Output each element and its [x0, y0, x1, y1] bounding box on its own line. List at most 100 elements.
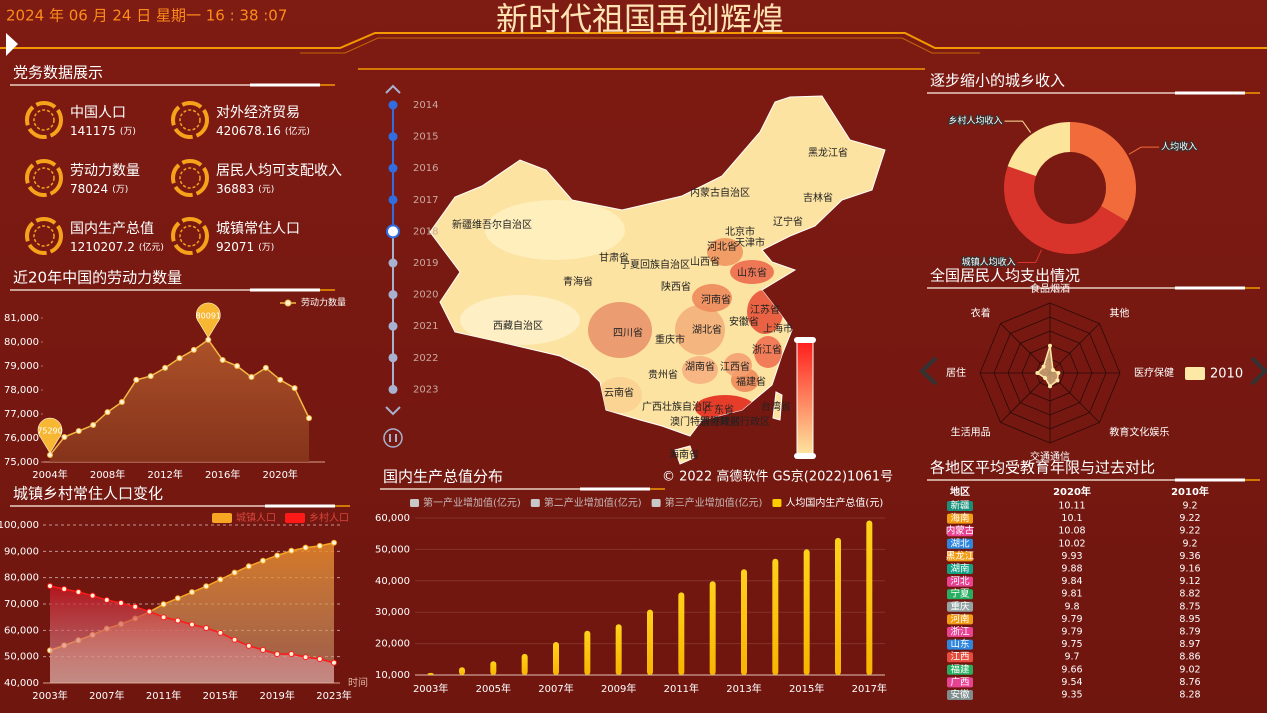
- legend-swatch[interactable]: [410, 499, 419, 507]
- legend-swatch[interactable]: [212, 513, 232, 523]
- x-tick-label: 2008年: [90, 468, 125, 481]
- map-region-label: 宁夏回族自治区: [620, 258, 690, 271]
- map-region-shade: [692, 284, 732, 312]
- pie-slice[interactable]: [1070, 122, 1136, 222]
- kpi-label: 中国人口: [70, 105, 126, 121]
- timeline-dot[interactable]: [388, 384, 398, 394]
- y-tick-label: 80,000: [4, 573, 39, 584]
- kpi-icon-ring: [25, 217, 63, 255]
- table-cell: 9.02: [1179, 664, 1200, 675]
- point: [90, 422, 97, 429]
- legend-swatch[interactable]: [530, 499, 540, 507]
- timeline-dot[interactable]: [388, 258, 398, 268]
- pie-slice[interactable]: [1007, 122, 1070, 177]
- point: [61, 585, 68, 592]
- extreme-label: 80091: [196, 311, 221, 320]
- region-name: 宁夏: [950, 588, 970, 600]
- radar-indicator: 生活用品: [951, 425, 991, 438]
- region-badge: [947, 652, 973, 663]
- legend-label[interactable]: 第二产业增加值(亿元): [544, 496, 642, 509]
- point: [118, 599, 124, 606]
- x-tick-label: 2007年: [89, 689, 124, 702]
- point: [234, 363, 241, 369]
- legend-label[interactable]: 第一产业增加值(亿元): [423, 496, 521, 509]
- x-tick-label: 2015年: [789, 682, 824, 695]
- kpi-label: 城镇常住人口: [216, 221, 300, 237]
- point: [104, 409, 111, 416]
- legend-swatch[interactable]: [651, 499, 661, 507]
- radar-point: [1041, 364, 1046, 369]
- region-badge: [947, 677, 973, 688]
- timeline-pause-icon[interactable]: [389, 434, 397, 442]
- x-axis-name: 时间: [348, 676, 368, 689]
- timeline-prev[interactable]: [385, 84, 401, 94]
- map-region-label: 香港特别行政区: [700, 415, 770, 428]
- point: [306, 415, 312, 422]
- map-region-label: 陕西省: [661, 280, 691, 293]
- legend-dot[interactable]: [284, 299, 292, 307]
- x-tick-label: 2011年: [146, 689, 181, 702]
- timeline-dot[interactable]: [386, 224, 400, 239]
- visual-map-handle[interactable]: [794, 337, 816, 343]
- visual-map-handle[interactable]: [794, 453, 816, 459]
- table-cell: 9.2: [1182, 501, 1197, 512]
- carousel-next[interactable]: [1250, 356, 1267, 386]
- y-tick-label: 79,000: [4, 361, 39, 372]
- region-badge: [947, 589, 973, 600]
- legend-swatch[interactable]: [285, 513, 305, 523]
- point: [146, 608, 153, 615]
- pie-leader: [1017, 249, 1042, 263]
- legend-label[interactable]: 2010: [1210, 367, 1243, 382]
- point: [302, 654, 309, 661]
- region-badge: [947, 614, 973, 625]
- timeline-dot[interactable]: [388, 100, 398, 110]
- x-tick-label: 2020年: [262, 468, 297, 481]
- legend-swatch[interactable]: [1185, 367, 1205, 380]
- point: [316, 542, 323, 549]
- point: [288, 547, 295, 554]
- x-tick-label: 2007年: [538, 682, 573, 695]
- bar: [615, 624, 622, 675]
- legend-label[interactable]: 人均国内生产总值(元): [785, 496, 883, 509]
- map-region-label: 湖北省: [692, 323, 722, 336]
- legend-label[interactable]: 第三产业增加值(亿元): [665, 496, 763, 509]
- bar: [647, 609, 653, 675]
- table-header: 2010年: [1171, 485, 1209, 498]
- radar-indicator: 医疗保健: [1134, 366, 1174, 379]
- timeline-dot[interactable]: [388, 321, 398, 331]
- legend-swatch[interactable]: [772, 499, 782, 507]
- kpi-value: 141175 (万): [70, 124, 136, 138]
- timeline-dot[interactable]: [388, 163, 398, 173]
- kpi-number: 36883: [216, 182, 254, 196]
- kpi-icon-ring: [171, 217, 209, 255]
- menu-arrow[interactable]: [6, 33, 18, 56]
- region-badge: [947, 627, 973, 637]
- section-title: 城镇乡村常住人口变化: [13, 485, 163, 503]
- table-cell: 9.75: [1061, 639, 1082, 650]
- map-region-label: 北京市: [725, 225, 755, 238]
- pie-label: 城镇人均收入: [962, 256, 1016, 268]
- carousel-prev[interactable]: [919, 356, 938, 386]
- legend-label[interactable]: 劳动力数量: [301, 297, 346, 309]
- region-name: 海南: [950, 512, 969, 524]
- timeline-dot[interactable]: [388, 195, 398, 205]
- region-badge: [947, 664, 973, 675]
- legend-label[interactable]: 乡村人口: [309, 511, 349, 524]
- timeline-next[interactable]: [385, 406, 401, 416]
- map-region-label: 天津市: [735, 236, 765, 249]
- timeline-dot[interactable]: [388, 353, 398, 363]
- radar-point: [1043, 375, 1048, 380]
- bar: [803, 549, 810, 675]
- kpi-unit: (万): [258, 243, 274, 253]
- map-region-label: 新疆维吾尔自治区: [452, 218, 532, 231]
- legend-label[interactable]: 城镇人口: [236, 511, 276, 524]
- timeline-play[interactable]: [383, 428, 403, 448]
- radar-indicator: 食品烟酒: [1030, 282, 1070, 295]
- kpi-icon-core: [179, 109, 201, 131]
- timeline-dot[interactable]: [388, 290, 398, 300]
- pie-slice[interactable]: [1003, 166, 1127, 255]
- timeline-dot[interactable]: [388, 132, 398, 142]
- point: [291, 385, 298, 392]
- region-badge: [947, 690, 973, 700]
